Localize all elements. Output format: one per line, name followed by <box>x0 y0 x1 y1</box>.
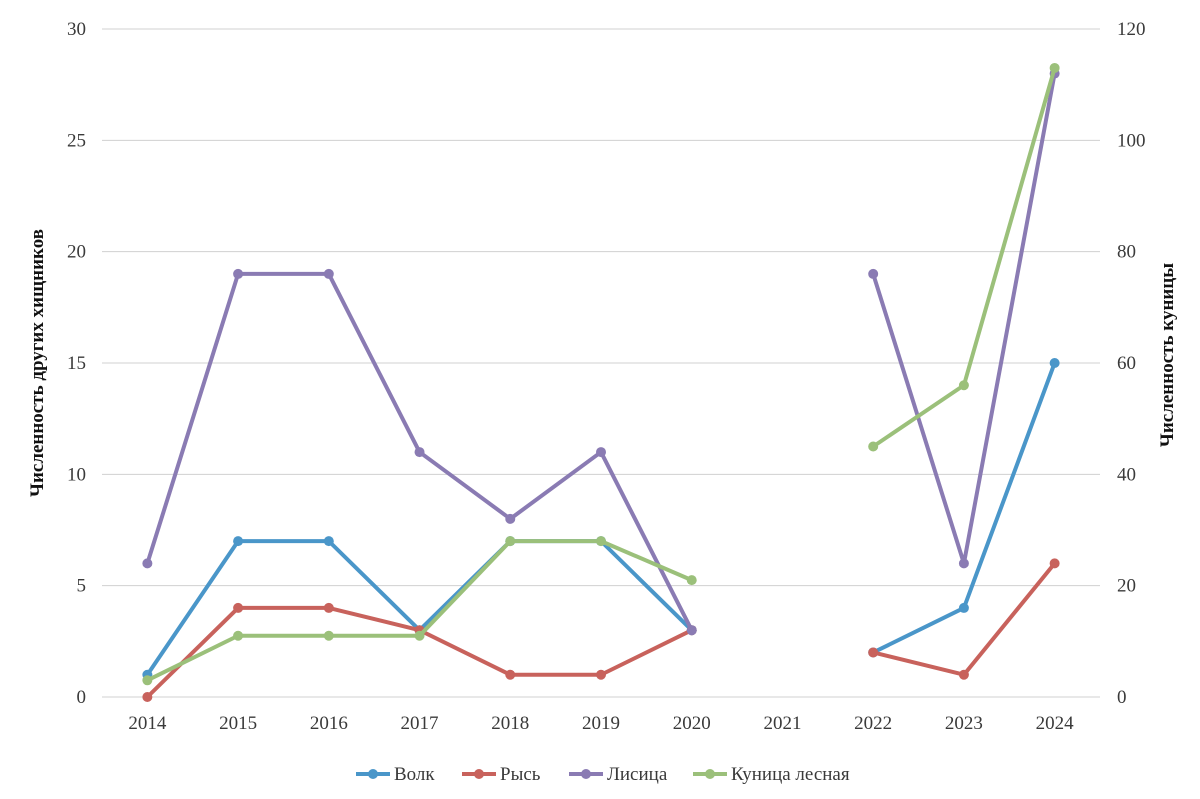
left-tick-label: 5 <box>77 576 87 597</box>
right-tick-label: 120 <box>1117 19 1146 40</box>
legend-item: Лисица <box>569 764 668 785</box>
legend-swatch-marker <box>581 769 591 779</box>
data-point <box>505 513 516 524</box>
data-point <box>958 669 969 680</box>
data-point <box>958 602 969 613</box>
x-tick-label: 2015 <box>219 713 257 734</box>
data-point <box>233 602 244 613</box>
data-point <box>142 558 153 569</box>
right-tick-label: 0 <box>1117 687 1127 708</box>
data-point <box>233 268 244 279</box>
gridlines <box>102 28 1100 698</box>
data-point <box>596 669 606 680</box>
data-point <box>323 536 334 547</box>
data-point <box>142 692 153 702</box>
series-line <box>145 605 694 699</box>
legend-item: Куница лесная <box>693 764 850 785</box>
legend-swatch-marker <box>474 769 484 779</box>
data-point <box>596 536 606 547</box>
left-tick-label: 10 <box>67 464 86 485</box>
series-line <box>871 561 1057 677</box>
data-point <box>1049 358 1060 368</box>
series-Лисица <box>142 68 1060 636</box>
left-axis-title: Численность других хищников <box>27 229 48 497</box>
series-Куница лесная <box>142 62 1060 686</box>
left-axis-ticks: 0 5 10 15 20 25 30 <box>67 19 86 708</box>
right-tick-label: 100 <box>1117 130 1146 151</box>
data-point <box>233 630 244 641</box>
left-tick-label: 0 <box>77 687 87 708</box>
legend-label: Рысь <box>500 764 541 785</box>
data-point <box>414 630 425 641</box>
data-point <box>958 380 969 391</box>
data-point <box>596 447 606 458</box>
left-tick-label: 25 <box>67 130 86 151</box>
data-point <box>686 625 697 636</box>
right-tick-label: 80 <box>1117 242 1136 263</box>
left-tick-label: 15 <box>67 353 86 374</box>
series-line <box>871 71 1057 566</box>
data-point <box>868 441 879 452</box>
left-tick-label: 30 <box>67 19 86 40</box>
right-tick-label: 20 <box>1117 576 1136 597</box>
right-tick-label: 60 <box>1117 353 1136 374</box>
legend-label: Волк <box>394 764 435 785</box>
data-point <box>958 558 969 569</box>
data-point <box>323 630 334 641</box>
x-tick-label: 2024 <box>1036 713 1075 734</box>
legend-item: Рысь <box>462 764 541 785</box>
left-tick-label: 20 <box>67 242 86 263</box>
data-point <box>1049 62 1060 73</box>
data-point <box>505 536 516 547</box>
legend-item: Волк <box>356 764 435 785</box>
legend-swatch-marker <box>368 769 378 779</box>
x-tick-label: 2019 <box>582 713 620 734</box>
data-point <box>868 268 879 279</box>
series-Волк <box>142 358 1060 680</box>
legend: Волк Рысь Лисица Куница лесная <box>356 764 850 785</box>
x-tick-label: 2023 <box>945 713 983 734</box>
data-point <box>505 669 516 680</box>
right-axis-title: Численность куницы <box>1157 263 1178 447</box>
data-point <box>868 647 879 658</box>
x-tick-label: 2017 <box>401 713 439 734</box>
data-point <box>323 602 334 613</box>
legend-label: Лисица <box>607 764 668 785</box>
data-point <box>686 575 697 586</box>
legend-label: Куница лесная <box>731 764 850 785</box>
data-point <box>1049 558 1060 569</box>
x-tick-label: 2020 <box>673 713 711 734</box>
legend-swatch-marker <box>705 769 715 779</box>
right-tick-label: 40 <box>1117 464 1136 485</box>
x-tick-label: 2014 <box>128 713 167 734</box>
series-group <box>142 62 1060 702</box>
x-tick-label: 2018 <box>491 713 529 734</box>
series-line <box>145 539 694 683</box>
data-point <box>323 268 334 279</box>
x-tick-label: 2022 <box>854 713 892 734</box>
data-point <box>414 447 425 458</box>
data-point <box>142 675 153 686</box>
data-point <box>233 536 244 547</box>
right-axis-ticks: 0 20 40 60 80 100 120 <box>1117 19 1146 708</box>
x-axis-ticks: 2014 2015 2016 2017 2018 2019 2020 2021 2022 2023… <box>128 713 1074 734</box>
x-tick-label: 2016 <box>310 713 348 734</box>
series-line <box>145 539 694 677</box>
x-tick-label: 2021 <box>763 713 801 734</box>
